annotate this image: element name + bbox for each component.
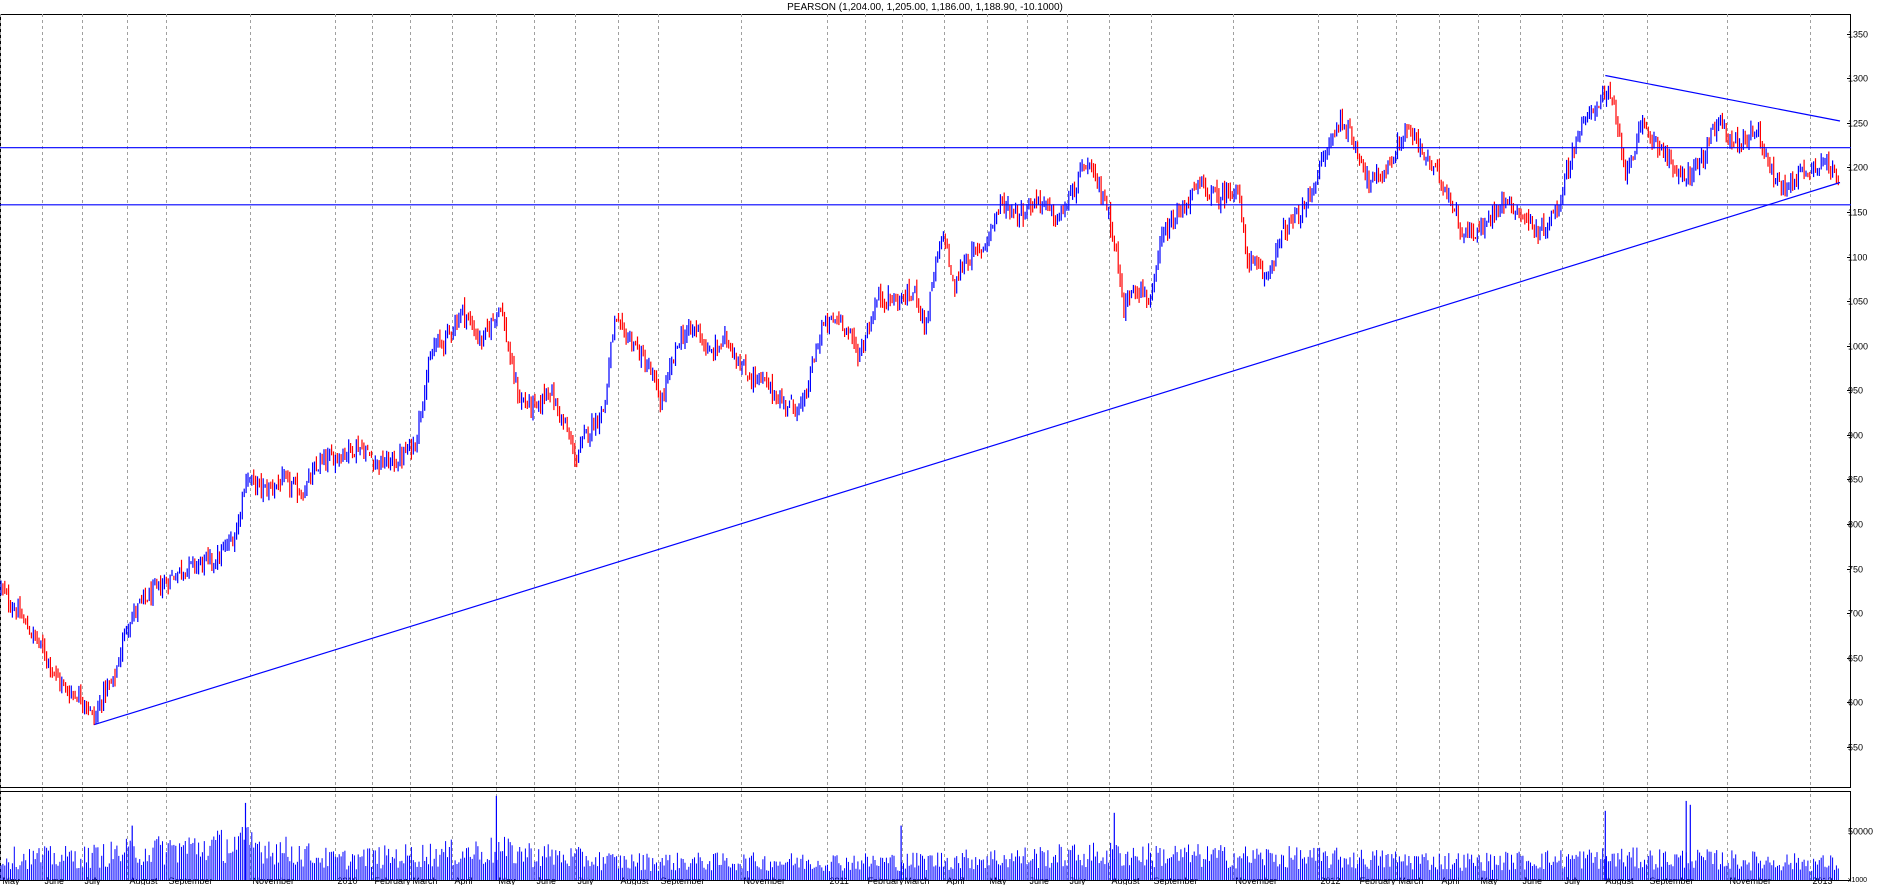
time-axis-label: February: [1360, 876, 1397, 885]
time-axis-label: 2012: [1321, 876, 1341, 885]
time-axis-label: August: [1112, 876, 1141, 885]
price-axis-label: 1300: [1848, 74, 1868, 84]
price-axis-label: 900: [1848, 431, 1863, 441]
time-axis-label: May: [3, 876, 21, 885]
price-axis-label: 1150: [1848, 208, 1867, 218]
time-axis-label: August: [130, 876, 159, 885]
price-axis-label: 650: [1848, 654, 1863, 664]
time-axis-label: September: [169, 876, 213, 885]
price-axis-label: 850: [1848, 475, 1863, 485]
time-axis-label: March: [413, 876, 438, 885]
time-axis-label: June: [537, 876, 557, 885]
time-axis-label: July: [1070, 876, 1087, 885]
price-panel-frame: [0, 14, 1851, 788]
time-axis-label: September: [1650, 876, 1694, 885]
time-axis-label: May: [1481, 876, 1499, 885]
time-axis-label: July: [578, 876, 595, 885]
time-axis-label: 2010: [338, 876, 358, 885]
price-axis-label: 950: [1848, 386, 1863, 396]
price-axis-label: 800: [1848, 520, 1863, 530]
time-axis-label: June: [1030, 876, 1050, 885]
time-axis-label: August: [621, 876, 650, 885]
price-axis-label: 1050: [1848, 297, 1868, 307]
time-axis-label: August: [1606, 876, 1635, 885]
trendline: [1605, 74, 1841, 122]
time-axis-label: April: [455, 876, 473, 885]
time-axis-label: July: [1565, 876, 1582, 885]
volume-axis-label: 50000: [1848, 827, 1873, 837]
time-axis-label: September: [1154, 876, 1198, 885]
chart-title: PEARSON (1,204.00, 1,205.00, 1,186.00, 1…: [787, 2, 1063, 13]
time-axis-label: May: [990, 876, 1008, 885]
time-axis-label: September: [661, 876, 705, 885]
volume-unit-label: x1000: [1848, 877, 1867, 884]
price-axis-label: 1100: [1848, 253, 1867, 263]
time-axis-label: May: [499, 876, 517, 885]
time-axis-label: March: [905, 876, 930, 885]
price-axis-label: 1200: [1848, 163, 1868, 173]
price-axis-label: 700: [1848, 609, 1863, 619]
time-axis-label: November: [253, 876, 295, 885]
price-axis-label: 1250: [1848, 119, 1868, 129]
price-axis-label: 750: [1848, 565, 1863, 575]
time-axis-label: 2011: [830, 876, 849, 885]
time-axis-label: November: [744, 876, 786, 885]
price-axis-label: 1350: [1848, 30, 1868, 40]
time-axis-label: June: [45, 876, 65, 885]
price-axis-label: 600: [1848, 698, 1863, 708]
price-axis-label: 1000: [1848, 342, 1868, 352]
time-axis-label: April: [947, 876, 965, 885]
time-axis-label: June: [1523, 876, 1543, 885]
trendline: [94, 181, 1841, 726]
time-axis-label: July: [85, 876, 102, 885]
time-axis-label: 2013: [1813, 876, 1833, 885]
time-axis-label: November: [1730, 876, 1772, 885]
price-axis-label: 550: [1848, 743, 1863, 753]
time-axis-label: February: [375, 876, 412, 885]
time-axis-label: March: [1399, 876, 1424, 885]
time-axis-label: April: [1442, 876, 1460, 885]
time-axis-label: February: [868, 876, 905, 885]
time-axis-label: November: [1236, 876, 1278, 885]
